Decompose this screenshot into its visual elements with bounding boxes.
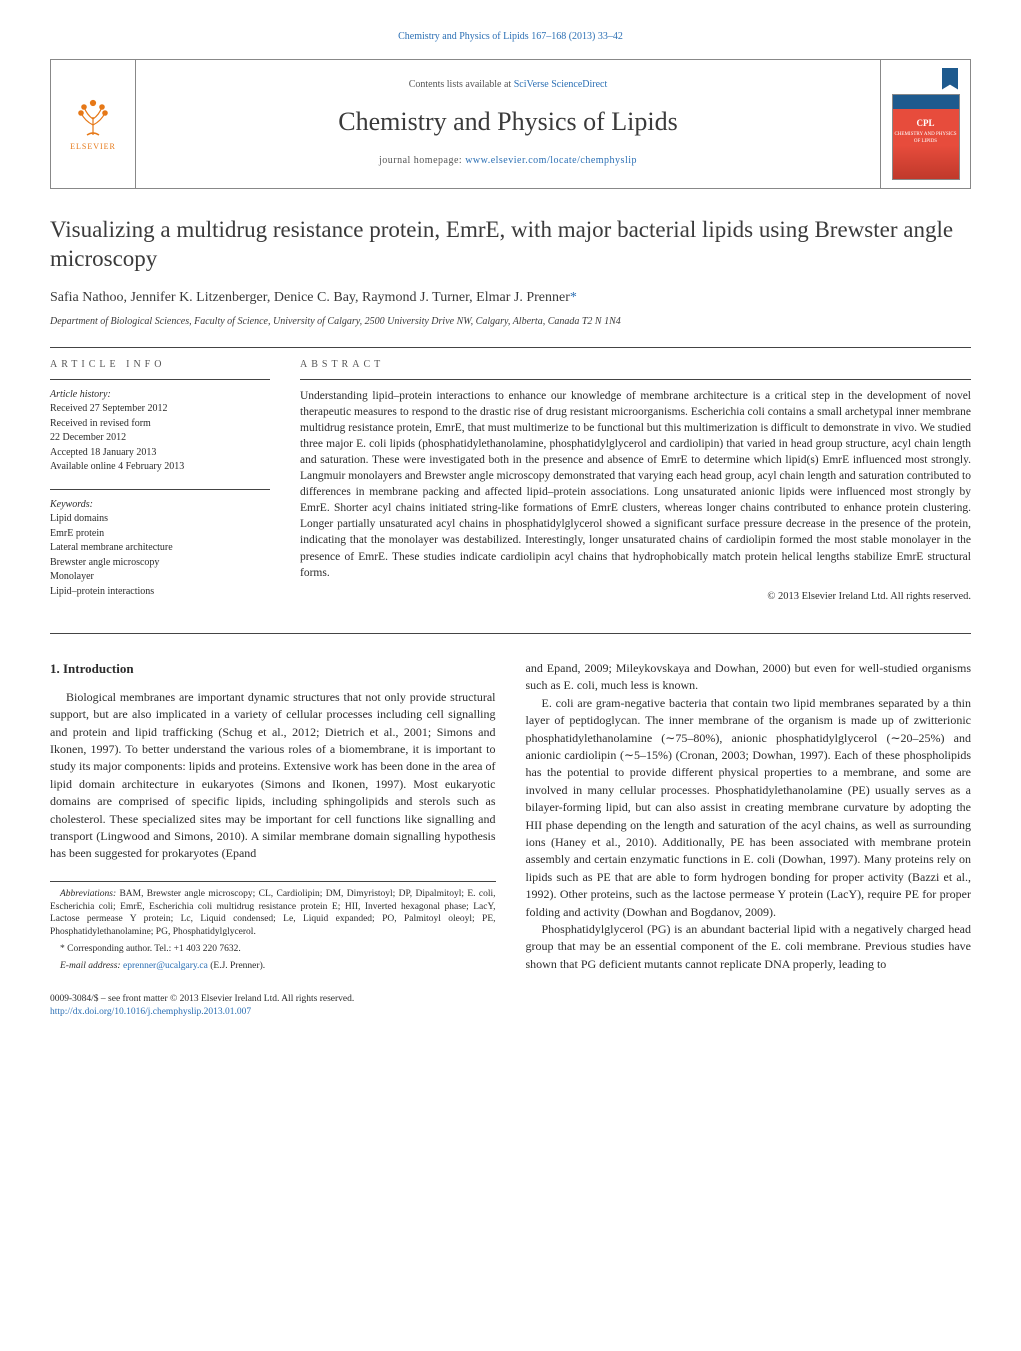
doi-link[interactable]: http://dx.doi.org/10.1016/j.chemphyslip.… <box>50 1007 251 1017</box>
corresponding-marker: * <box>570 290 577 305</box>
journal-homepage-line: journal homepage: www.elsevier.com/locat… <box>379 154 637 169</box>
history-line: Accepted 18 January 2013 <box>50 446 270 461</box>
keyword: Lipid domains <box>50 512 270 527</box>
section-number: 1. <box>50 661 60 676</box>
history-line: 22 December 2012 <box>50 431 270 446</box>
corresponding-email-link[interactable]: eprenner@ucalgary.ca <box>123 961 208 971</box>
journal-title: Chemistry and Physics of Lipids <box>338 103 677 141</box>
abstract-heading: abstract <box>300 358 971 373</box>
abstract-rule <box>300 379 971 380</box>
body-paragraph: and Epand, 2009; Mileykovskaya and Dowha… <box>526 660 972 695</box>
authors-names: Safia Nathoo, Jennifer K. Litzenberger, … <box>50 290 570 305</box>
body-columns: 1. Introduction Biological membranes are… <box>50 660 971 977</box>
keywords-label: Keywords: <box>50 498 270 513</box>
email-footnote: E-mail address: eprenner@ucalgary.ca (E.… <box>50 960 496 973</box>
homepage-prefix: journal homepage: <box>379 155 465 166</box>
abstract-column: abstract Understanding lipid–protein int… <box>300 358 971 613</box>
abbrev-text: BAM, Brewster angle microscopy; CL, Card… <box>50 889 496 937</box>
elsevier-wordmark: ELSEVIER <box>70 141 116 153</box>
article-title: Visualizing a multidrug resistance prote… <box>50 215 971 275</box>
history-line: Received 27 September 2012 <box>50 402 270 417</box>
publisher-logo-cell: ELSEVIER <box>51 60 136 188</box>
keywords-block: Keywords: Lipid domains EmrE protein Lat… <box>50 498 270 600</box>
history-label: Article history: <box>50 388 270 403</box>
article-history-block: Article history: Received 27 September 2… <box>50 388 270 475</box>
body-paragraph: Biological membranes are important dynam… <box>50 689 496 863</box>
email-suffix: (E.J. Prenner). <box>208 961 265 971</box>
corresponding-author-footnote: * Corresponding author. Tel.: +1 403 220… <box>50 943 496 956</box>
footnotes-block: Abbreviations: BAM, Brewster angle micro… <box>50 881 496 973</box>
body-paragraph: E. coli are gram-negative bacteria that … <box>526 695 972 921</box>
history-line: Received in revised form <box>50 417 270 432</box>
keyword: Monolayer <box>50 570 270 585</box>
journal-cover-cell: CPL CHEMISTRY AND PHYSICS OF LIPIDS <box>880 60 970 188</box>
contents-prefix: Contents lists available at <box>409 79 514 90</box>
abstract-copyright: © 2013 Elsevier Ireland Ltd. All rights … <box>300 589 971 604</box>
journal-homepage-link[interactable]: www.elsevier.com/locate/chemphyslip <box>465 155 637 166</box>
bookmark-icon <box>942 68 958 90</box>
body-column-left: 1. Introduction Biological membranes are… <box>50 660 496 977</box>
rule-above-info <box>50 347 971 348</box>
email-label: E-mail address: <box>60 961 123 971</box>
authors-line: Safia Nathoo, Jennifer K. Litzenberger, … <box>50 288 971 308</box>
section-heading-intro: 1. Introduction <box>50 660 496 679</box>
journal-header-box: ELSEVIER Contents lists available at Sci… <box>50 59 971 189</box>
article-info-heading: article info <box>50 358 270 373</box>
issn-line: 0009-3084/$ – see front matter © 2013 El… <box>50 993 971 1006</box>
cover-top-band <box>893 95 959 109</box>
info-rule-1 <box>50 379 270 380</box>
abbrev-label: Abbreviations: <box>60 889 116 899</box>
abbreviations-footnote: Abbreviations: BAM, Brewster angle micro… <box>50 888 496 939</box>
info-rule-2 <box>50 489 270 490</box>
section-title: Introduction <box>63 661 134 676</box>
body-paragraph: Phosphatidylglycerol (PG) is an abundant… <box>526 921 972 973</box>
elsevier-logo: ELSEVIER <box>63 89 123 159</box>
info-abstract-row: article info Article history: Received 2… <box>50 358 971 613</box>
body-column-right: and Epand, 2009; Mileykovskaya and Dowha… <box>526 660 972 977</box>
journal-header-center: Contents lists available at SciVerse Sci… <box>136 60 880 188</box>
keyword: Brewster angle microscopy <box>50 556 270 571</box>
abstract-text: Understanding lipid–protein interactions… <box>300 388 971 581</box>
history-line: Available online 4 February 2013 <box>50 460 270 475</box>
keyword: EmrE protein <box>50 527 270 542</box>
affiliation: Department of Biological Sciences, Facul… <box>50 315 971 330</box>
cover-abbrev: CPL <box>893 117 959 130</box>
cover-subtitle: CHEMISTRY AND PHYSICS OF LIPIDS <box>893 131 959 146</box>
article-info-column: article info Article history: Received 2… <box>50 358 270 613</box>
sciencedirect-link[interactable]: SciVerse ScienceDirect <box>514 79 608 90</box>
keyword: Lipid–protein interactions <box>50 585 270 600</box>
journal-cover-thumbnail: CPL CHEMISTRY AND PHYSICS OF LIPIDS <box>892 94 960 180</box>
rule-below-abstract <box>50 633 971 634</box>
keyword: Lateral membrane architecture <box>50 541 270 556</box>
contents-available-line: Contents lists available at SciVerse Sci… <box>409 78 608 93</box>
elsevier-tree-icon <box>71 95 115 139</box>
journal-issue-line: Chemistry and Physics of Lipids 167–168 … <box>50 30 971 45</box>
page-footer: 0009-3084/$ – see front matter © 2013 El… <box>50 993 971 1020</box>
